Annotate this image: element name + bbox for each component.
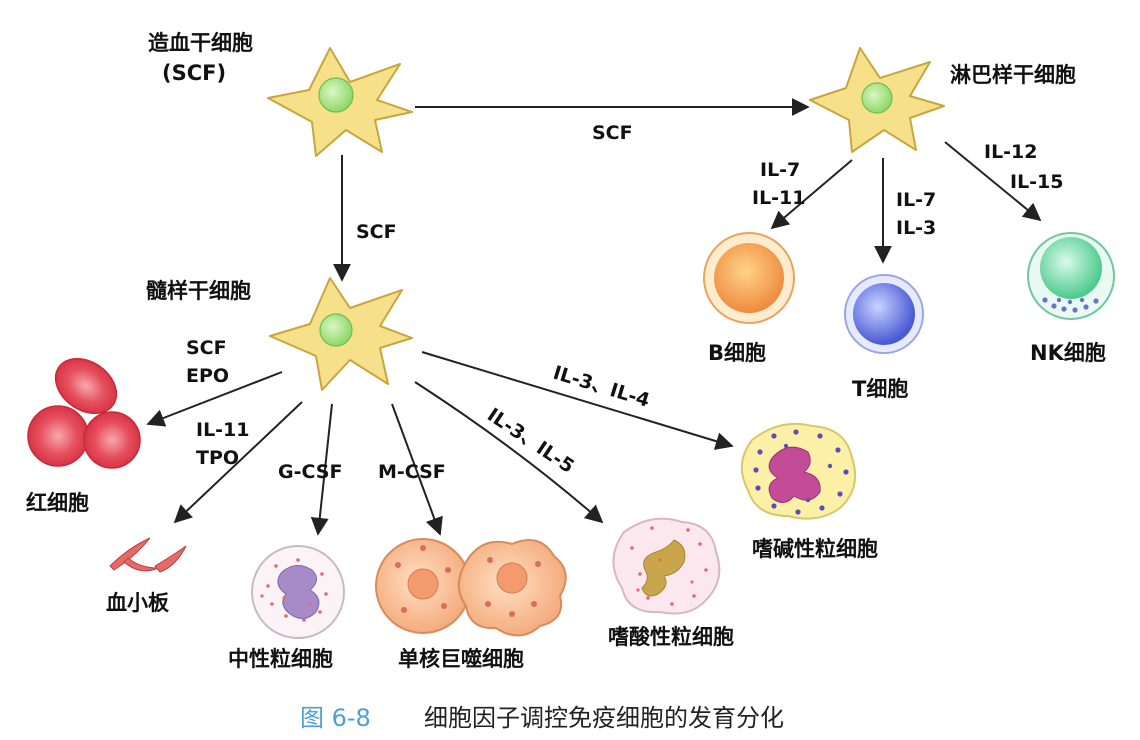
arrow-to-nk xyxy=(944,141,1042,222)
lymphoid-label: 淋巴样干细胞 xyxy=(950,63,1076,87)
cytokine-to-neutrophil: G-CSF xyxy=(278,461,342,483)
basophil-label: 嗜碱性粒细胞 xyxy=(752,537,878,561)
nk-cell-label: NK细胞 xyxy=(1030,341,1106,365)
platelet-icon xyxy=(109,537,187,573)
figure-caption: 细胞因子调控免疫细胞的发育分化 xyxy=(424,704,784,732)
b-cell-label: B细胞 xyxy=(708,341,766,365)
cytokine-to-platelet-2: TPO xyxy=(196,447,239,469)
arrow-to-platelet xyxy=(173,401,303,524)
cytokine-to-b-1: IL-7 xyxy=(760,159,800,181)
cytokine-to-t-1: IL-7 xyxy=(896,189,936,211)
myeloid-label: 髓样干细胞 xyxy=(146,279,251,303)
arrow-to-rbc xyxy=(146,371,283,427)
myeloid-star-icon xyxy=(269,277,413,391)
eosinophil-icon xyxy=(612,517,721,615)
figure-number: 图 6-8 xyxy=(300,704,371,732)
arrow-to-b xyxy=(770,159,853,230)
platelet-label: 血小板 xyxy=(106,591,170,615)
t-cell-icon xyxy=(844,274,924,354)
arrow-to-basophil xyxy=(421,351,734,450)
arrow-to-eosinophil xyxy=(414,381,604,524)
neutrophil-label: 中性粒细胞 xyxy=(228,647,333,671)
basophil-icon xyxy=(741,422,856,520)
nk-cell-icon xyxy=(1027,232,1115,320)
arrow-to-neutrophil xyxy=(310,403,333,536)
rbc-icon xyxy=(27,357,141,469)
cytokine-to-platelet-1: IL-11 xyxy=(196,419,250,441)
lymphoid-star-icon xyxy=(809,47,945,153)
cytokine-hsc-to-myeloid: SCF xyxy=(356,221,397,243)
hsc-label: 造血干细胞 xyxy=(148,31,253,55)
cytokine-to-eosinophil: IL-3、IL-5 xyxy=(483,404,578,478)
monocyte-label: 单核巨噬细胞 xyxy=(398,647,524,671)
b-cell-icon xyxy=(703,232,795,324)
cytokine-to-monocyte: M-CSF xyxy=(378,461,446,483)
macrophage-icon xyxy=(458,539,567,637)
cytokine-to-rbc-2: EPO xyxy=(186,365,229,387)
t-cell-label: T细胞 xyxy=(852,377,908,401)
cytokine-to-nk-1: IL-12 xyxy=(984,141,1038,163)
cytokine-hsc-to-lymphoid: SCF xyxy=(592,122,633,144)
arrow-to-monocyte xyxy=(391,403,443,536)
rbc-label: 红细胞 xyxy=(26,491,89,515)
cytokine-to-rbc-1: SCF xyxy=(186,337,227,359)
neutrophil-icon xyxy=(251,545,345,639)
monocyte-icon xyxy=(375,538,471,634)
hsc-sub-label: (SCF) xyxy=(162,61,226,85)
eosinophil-label: 嗜酸性粒细胞 xyxy=(608,625,734,649)
hsc-star-icon xyxy=(267,47,413,157)
cytokine-to-b-2: IL-11 xyxy=(752,187,806,209)
cytokine-to-nk-2: IL-15 xyxy=(1010,171,1064,193)
cytokine-to-t-2: IL-3 xyxy=(896,217,936,239)
cytokine-to-basophil: IL-3、IL-4 xyxy=(551,362,653,412)
